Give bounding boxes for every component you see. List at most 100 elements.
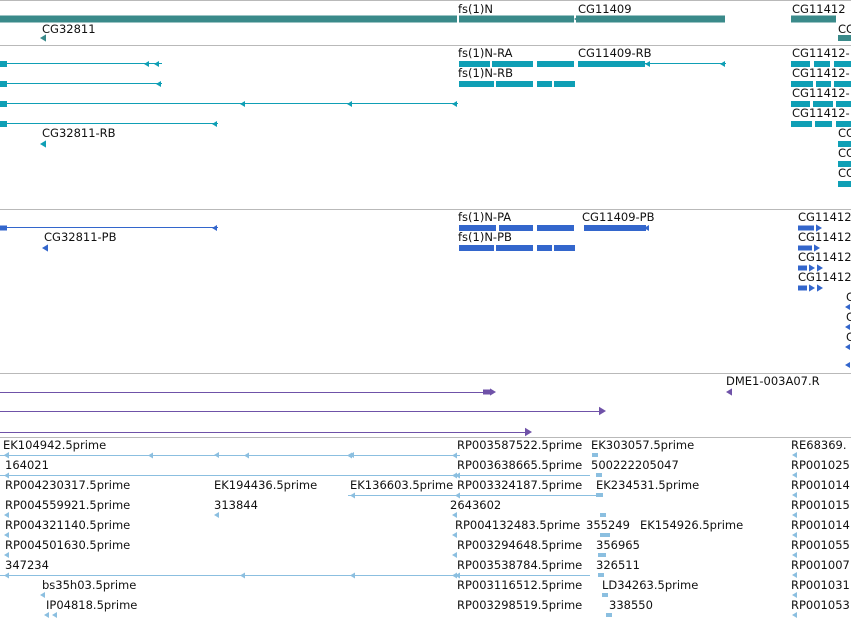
intron-line[interactable] [7,227,218,228]
feature-label[interactable]: EK194436.5prime [214,478,318,492]
feature-label[interactable]: CG11412- [792,86,850,100]
feature-label[interactable]: CG [838,22,851,36]
intron-line[interactable] [7,63,162,64]
feature-label[interactable]: RP003298519.5prime [457,598,583,612]
feature-label[interactable]: CG [838,126,851,140]
feature-label[interactable]: CG11409-PB [582,210,655,224]
cds[interactable] [537,245,552,251]
cds[interactable] [798,225,814,231]
exon[interactable] [459,81,494,87]
exon[interactable] [838,141,851,147]
gene-bar[interactable] [0,15,457,23]
feature-label[interactable]: RP001031 [791,578,850,592]
cds[interactable] [798,245,812,251]
feature-label[interactable]: fs(1)N-PB [458,230,512,244]
exon[interactable] [815,121,832,127]
exon[interactable] [791,101,810,107]
est-line[interactable] [0,575,460,576]
gene-bar[interactable] [791,15,836,23]
feature-label[interactable]: fs(1)N-PA [458,210,512,224]
contig-line[interactable] [0,432,526,433]
feature-label[interactable]: RP001014 [791,518,850,532]
feature-label[interactable]: RP001014 [791,478,850,492]
feature-label[interactable]: IP04818.5prime [46,598,138,612]
est-block[interactable] [600,533,610,537]
feature-label[interactable]: 500222205047 [591,458,679,472]
gene-bar[interactable] [576,15,725,23]
gene-bar[interactable] [459,15,574,23]
exon[interactable] [834,81,851,87]
exon[interactable] [836,101,851,107]
feature-label[interactable]: CG [838,166,851,180]
feature-label[interactable]: C [846,330,851,344]
exon[interactable] [836,121,851,127]
feature-label[interactable]: RP001053 [791,598,850,612]
contig-end[interactable] [483,389,492,395]
feature-label[interactable]: C [846,310,851,324]
exon[interactable] [578,61,645,67]
est-line[interactable] [348,495,460,496]
intron-line[interactable] [7,83,162,84]
feature-label[interactable]: RP001055 [791,538,850,552]
exon[interactable] [459,61,490,67]
exon[interactable] [0,101,7,107]
est-line[interactable] [0,475,460,476]
feature-label[interactable]: RP003587522.5prime [457,438,583,452]
intron-line[interactable] [645,63,726,64]
feature-label[interactable]: 2643602 [450,498,502,512]
contig-line[interactable] [0,411,600,412]
feature-label[interactable]: EK104942.5prime [3,438,107,452]
feature-label[interactable]: 326511 [596,558,640,572]
feature-label[interactable]: RP004132483.5prime [455,518,581,532]
est-line[interactable] [455,575,590,576]
feature-label[interactable]: RP001015 [791,498,850,512]
feature-label[interactable]: RP004230317.5prime [5,478,131,492]
feature-label[interactable]: 355249 [586,518,630,532]
exon[interactable] [838,181,851,187]
exon[interactable] [791,61,810,67]
feature-label[interactable]: EK234531.5prime [596,478,700,492]
feature-label[interactable]: EK136603.5prime [350,478,454,492]
feature-label[interactable]: RP004321140.5prime [5,518,131,532]
feature-label[interactable]: RP003638665.5prime [457,458,583,472]
est-block[interactable] [598,553,606,557]
feature-label[interactable]: CG11412 [798,230,851,244]
cds[interactable] [459,245,494,251]
exon[interactable] [813,101,833,107]
est-block[interactable] [606,613,612,617]
feature-label[interactable]: RP001025 [791,458,850,472]
feature-label[interactable]: 356965 [596,538,640,552]
feature-label[interactable]: RP003324187.5prime [457,478,583,492]
feature-label[interactable]: bs35h03.5prime [42,578,137,592]
est-block[interactable] [602,593,608,597]
gene-bar[interactable] [838,35,851,41]
est-line[interactable] [455,495,600,496]
feature-label[interactable]: C [846,290,851,304]
est-block[interactable] [598,573,604,577]
cds[interactable] [0,225,7,231]
feature-label[interactable]: CG32811-RB [42,126,116,140]
exon[interactable] [0,81,7,87]
feature-label[interactable]: RP003538784.5prime [457,558,583,572]
est-line[interactable] [455,475,590,476]
est-block[interactable] [596,493,603,497]
est-block[interactable] [600,513,606,517]
exon[interactable] [838,161,851,167]
feature-label[interactable]: CG [838,146,851,160]
cds[interactable] [496,245,533,251]
exon[interactable] [791,81,813,87]
feature-label[interactable]: CG11409 [578,2,632,16]
feature-label[interactable]: EK154926.5prime [640,518,744,532]
feature-label[interactable]: fs(1)N-RA [458,46,513,60]
exon[interactable] [791,121,812,127]
feature-label[interactable]: EK303057.5prime [591,438,695,452]
cds[interactable] [537,225,574,231]
feature-label[interactable]: RE68369. [791,438,847,452]
est-block[interactable] [592,453,598,457]
feature-label[interactable]: CG11412 [798,210,851,224]
exon[interactable] [554,81,575,87]
feature-label[interactable]: CG11409-RB [578,46,652,60]
exon[interactable] [814,61,830,67]
feature-label[interactable]: RP004501630.5prime [5,538,131,552]
feature-label[interactable]: fs(1)N-RB [458,66,513,80]
